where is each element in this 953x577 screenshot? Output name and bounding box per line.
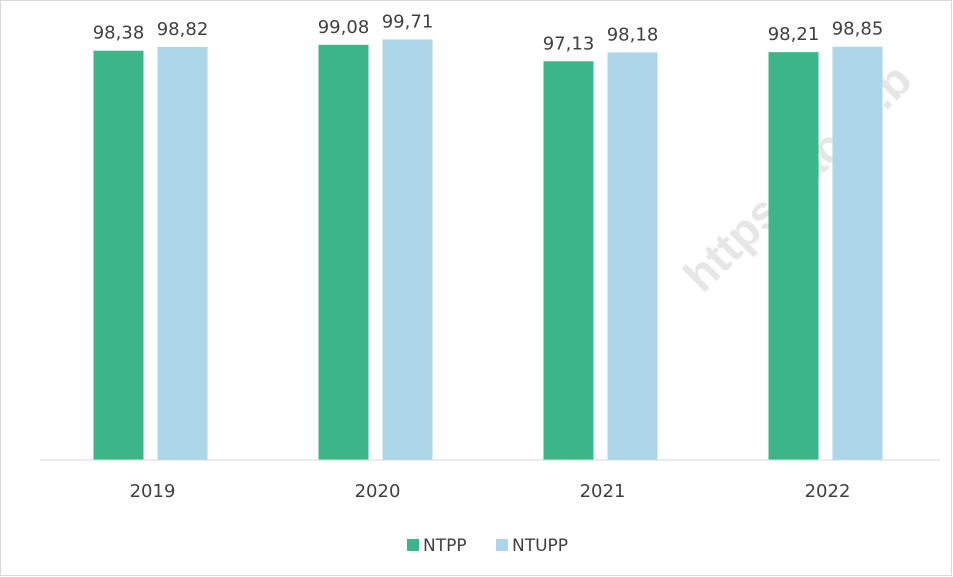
- x-tick-label: 2021: [580, 481, 626, 502]
- bar: [382, 39, 433, 460]
- legend-label: NTPP: [423, 536, 467, 556]
- x-tick-label: 2020: [355, 481, 401, 502]
- data-label: 98,38: [93, 23, 145, 44]
- bar: [93, 50, 144, 460]
- bar: [607, 52, 658, 460]
- bar: [543, 61, 594, 460]
- data-label: 99,71: [382, 11, 434, 32]
- data-label: 98,85: [832, 19, 884, 40]
- data-label: 97,13: [543, 33, 595, 54]
- legend-swatch: [407, 539, 419, 551]
- x-tick-label: 2022: [805, 481, 851, 502]
- bar: [318, 44, 369, 460]
- bar: [768, 52, 819, 460]
- x-tick-label: 2019: [130, 481, 176, 502]
- data-label: 98,82: [157, 19, 209, 40]
- data-label: 99,08: [318, 17, 370, 38]
- bar: [832, 46, 883, 460]
- legend-label: NTUPP: [512, 536, 568, 556]
- legend-swatch: [496, 539, 508, 551]
- data-label: 98,21: [768, 24, 820, 45]
- data-label: 98,18: [607, 24, 659, 45]
- bar: [157, 46, 208, 461]
